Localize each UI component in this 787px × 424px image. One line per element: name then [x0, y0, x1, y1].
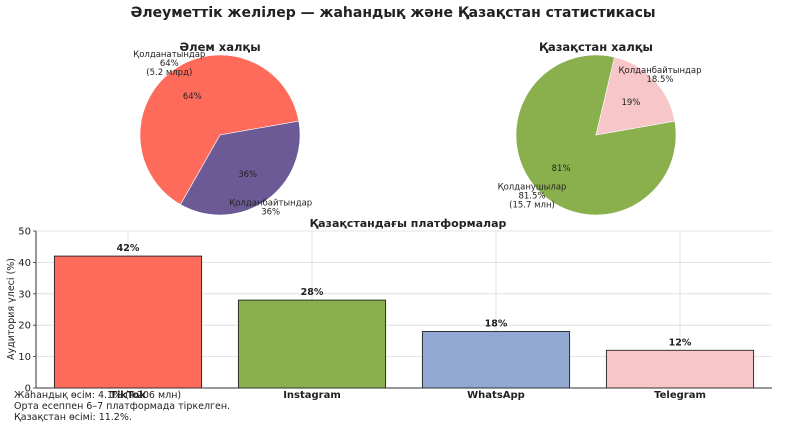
world-pie-slice-0: [139, 54, 300, 205]
y-tick-label-20: 20: [18, 321, 31, 332]
bar-value-label-0: 42%: [117, 243, 140, 254]
bar-value-label-1: 28%: [301, 287, 324, 298]
world-pie-slice-1-pct: 36%: [238, 170, 257, 180]
kz-pie-slice-1-label-1: 18.5%: [646, 75, 673, 85]
platform-bar-chart: Қазақстандағы платформалар Аудитория үле…: [6, 217, 772, 401]
bar-chart-title: Қазақстандағы платформалар: [310, 217, 507, 230]
world-pie-slice-0-label-2: (5.2 млрд): [146, 68, 192, 78]
x-tick-label-1: Instagram: [283, 390, 341, 401]
note-platform-average: Орта есеппен 6–7 платформада тіркелген.: [14, 401, 230, 412]
bar-tiktok: [53, 255, 203, 389]
kz-pie-slice-1-pct: 19%: [621, 98, 640, 108]
note-global-growth: Жаһандық өсім: 4.1% (+206 млн): [14, 390, 181, 401]
bar-whatsapp: [421, 331, 571, 389]
y-tick-label-50: 50: [18, 227, 31, 238]
kz-pie-slice-0-pct: 81%: [552, 164, 571, 174]
world-pie-slice-0-label-1: 64%: [160, 59, 179, 69]
world-pie-slice-0-label-0: Қолданатындар: [133, 50, 205, 60]
world-pie-slice-1-label-1: 36%: [261, 207, 280, 217]
bar-series: 42% 28% 18% 12%: [53, 243, 755, 389]
bar-instagram: [237, 299, 387, 389]
x-tick-label-0: TikTok: [110, 390, 146, 401]
kz-pie-slice-1: [595, 56, 676, 136]
note-kz-growth: Қазақстан өсімі: 11.2%.: [14, 412, 132, 423]
bar-value-label-2: 18%: [485, 319, 508, 330]
y-tick-label-40: 40: [18, 258, 31, 269]
kz-pie-chart: Қазақстан халқы 81% Қолданушылар81.5%(15.…: [498, 40, 702, 216]
kz-pie-slice-0-label-2: (15.7 млн): [509, 200, 555, 210]
kz-pie-title: Қазақстан халқы: [539, 40, 653, 54]
x-tick-label-3: Telegram: [654, 390, 706, 401]
world-pie-slice-1-label-0: Қолданбайтындар: [229, 198, 312, 208]
kz-pie-slice-0-label-0: Қолданушылар: [498, 182, 567, 192]
world-pie-slice-0-pct: 64%: [183, 92, 202, 102]
figure-title: Әлеуметтік желілер — жаһандық және Қазақ…: [130, 5, 655, 21]
x-tick-label-2: WhatsApp: [467, 390, 525, 401]
kz-pie-slice-1-label-0: Қолданбайтындар: [619, 66, 702, 76]
world-pie-slice-1: [180, 120, 301, 216]
y-tick-label-30: 30: [18, 289, 31, 300]
kz-pie-slice-0-label-1: 81.5%: [518, 191, 545, 201]
y-tick-label-10: 10: [18, 352, 31, 363]
bar-value-label-3: 12%: [669, 337, 692, 348]
bar-telegram: [605, 349, 755, 389]
bar-axes: 0 10 20 30 40 50 TikTok Instagram WhatsApp Telegr…: [18, 227, 772, 401]
footnotes: Жаһандық өсім: 4.1% (+206 млн) Орта есеп…: [14, 390, 230, 423]
y-tick-label-0: 0: [25, 384, 31, 395]
y-axis-label: Аудитория үлесі (%): [6, 258, 17, 360]
world-pie-title: Әлем халқы: [179, 40, 260, 54]
